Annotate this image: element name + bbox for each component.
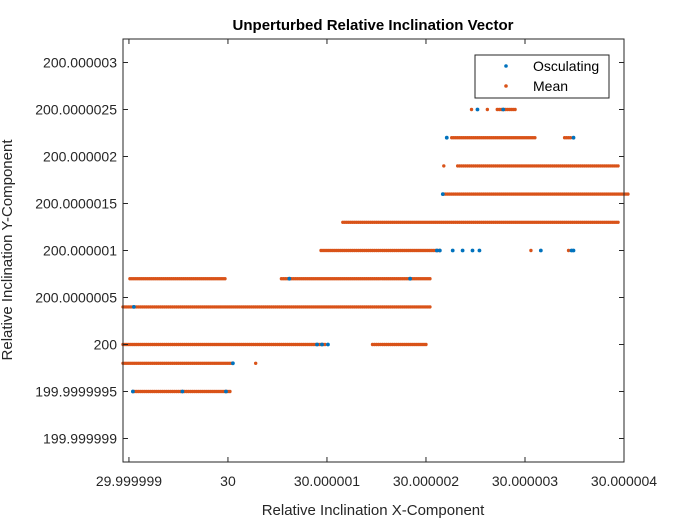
y-tick-label: 199.999999: [43, 431, 117, 447]
x-tick-label: 30.000001: [294, 473, 360, 489]
y-tick-label: 200.0000025: [35, 102, 117, 118]
mean-point: [568, 136, 573, 140]
osculating-point: [224, 389, 228, 394]
osculating-point: [287, 276, 292, 281]
mean-point: [626, 192, 630, 196]
y-tick-label: 200.000003: [43, 55, 117, 71]
x-axis-label: Relative Inclination X-Component: [262, 502, 485, 519]
mean-point: [513, 107, 517, 112]
x-axis: 29.999999 30 30.000001 30.000002 30.000003 30…: [96, 39, 657, 489]
x-tick-label: 30.000003: [492, 473, 558, 489]
x-tick-label: 30.000002: [393, 473, 459, 489]
mean-point: [616, 220, 620, 224]
mean-point: [424, 342, 428, 347]
legend-label-osculating: Osculating: [533, 58, 599, 74]
mean-point: [428, 277, 432, 281]
chart-title: Unperturbed Relative Inclination Vector: [233, 17, 514, 34]
y-axis: 199.999999 199.9999995 200 200.0000005 200.0…: [35, 55, 624, 447]
x-tick-label: 30.000004: [591, 473, 657, 489]
osculating-point: [434, 248, 439, 253]
osculating-point: [315, 342, 319, 347]
legend-marker-osculating: [504, 64, 508, 68]
mean-point: [323, 342, 327, 347]
mean-point: [616, 164, 620, 168]
mean-point: [533, 136, 537, 140]
mean-point: [228, 389, 232, 394]
legend-marker-mean: [504, 84, 508, 88]
legend-box: [474, 54, 610, 99]
osculating-point: [326, 342, 330, 347]
osculating-point: [470, 248, 475, 253]
osculating-point: [444, 135, 449, 140]
y-tick-label: 200.0000005: [35, 290, 117, 306]
y-tick-label: 200: [94, 337, 118, 353]
osculating-point: [131, 389, 135, 394]
x-tick-label: 30: [220, 473, 236, 489]
osculating-point: [475, 107, 480, 112]
mean-point: [469, 107, 474, 112]
mean-point: [223, 277, 227, 281]
mean-point: [428, 305, 432, 309]
mean-point: [566, 248, 571, 253]
osculating-point: [450, 248, 455, 253]
osculating-point: [440, 192, 445, 197]
legend: Osculating Mean: [474, 54, 610, 99]
osculating-point: [437, 248, 442, 253]
osculating-point: [501, 107, 506, 112]
osculating-point: [231, 361, 235, 366]
osculating-point: [571, 135, 576, 140]
osculating-point: [180, 389, 185, 394]
osculating-point: [408, 276, 413, 281]
x-tick-label: 29.999999: [96, 473, 162, 489]
y-tick-label: 199.9999995: [35, 384, 117, 400]
y-tick-label: 200.0000015: [35, 196, 117, 212]
osculating-point: [320, 342, 324, 347]
y-tick-label: 200.000002: [43, 149, 117, 165]
osculating-point: [571, 248, 576, 253]
y-axis-label: Relative Inclination Y-Component: [0, 139, 16, 361]
osculating-point: [460, 248, 465, 253]
mean-point: [485, 107, 490, 112]
osculating-point: [131, 305, 136, 309]
legend-label-mean: Mean: [533, 78, 568, 94]
mean-point: [253, 361, 258, 365]
mean-point: [529, 248, 533, 253]
osculating-point: [477, 248, 482, 253]
osculating-series: [131, 107, 576, 394]
y-tick-label: 200.000001: [43, 243, 117, 259]
mean-series: [121, 107, 630, 394]
osculating-point: [538, 248, 543, 253]
mean-point: [442, 164, 446, 168]
